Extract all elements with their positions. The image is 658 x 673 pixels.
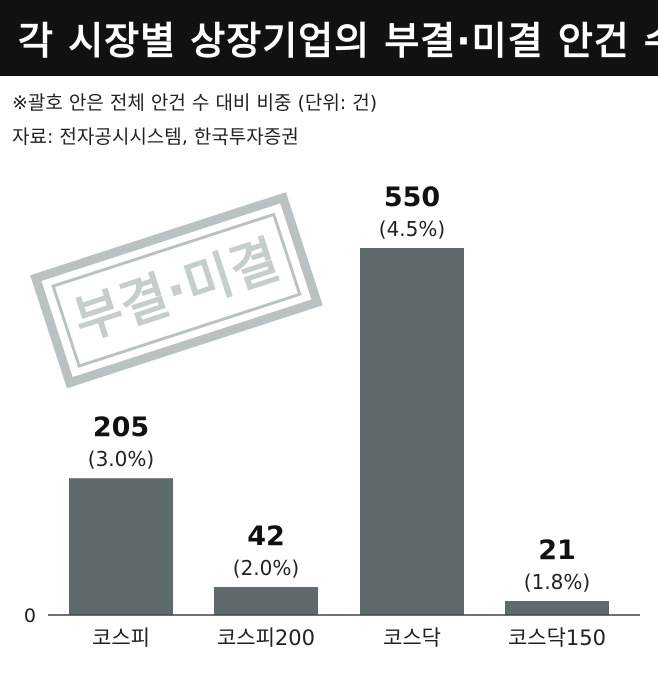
- chart-title: 각 시장별 상장기업의 부결·미결 안건 수: [18, 19, 658, 63]
- stamp-border: [30, 192, 323, 389]
- value-label: 550: [384, 182, 440, 213]
- value-label: 21: [538, 535, 576, 566]
- stamp-illustration: 부결·미결: [30, 192, 323, 389]
- bar-1: [69, 478, 173, 615]
- bar-3: [360, 248, 464, 615]
- share-label: (3.0%): [88, 447, 154, 471]
- category-label: 코스닥150: [508, 626, 606, 650]
- source-note: 자료: 전자공시시스템, 한국투자증권: [12, 126, 299, 148]
- y-tick-label: 0: [24, 605, 36, 627]
- value-label: 42: [247, 521, 285, 552]
- bars-group: (3.0%) 205 코스피 (2.0%) 42 코스피200 (4.5%) 550 코스닥 (1…: [69, 182, 609, 650]
- unit-note: ※괄호 안은 전체 안건 수 대비 비중 (단위: 건): [12, 92, 378, 114]
- value-label: 205: [93, 412, 149, 443]
- title-bar: 각 시장별 상장기업의 부결·미결 안건 수: [0, 0, 658, 76]
- share-label: (4.5%): [379, 217, 445, 241]
- share-label: (1.8%): [524, 570, 590, 594]
- share-label: (2.0%): [233, 556, 299, 580]
- category-label: 코스닥: [383, 626, 441, 650]
- category-label: 코스피200: [217, 626, 315, 650]
- bar-2: [214, 586, 318, 615]
- category-label: 코스피: [92, 626, 150, 650]
- stamp-inner-border: [51, 212, 302, 368]
- bar-4: [505, 600, 609, 615]
